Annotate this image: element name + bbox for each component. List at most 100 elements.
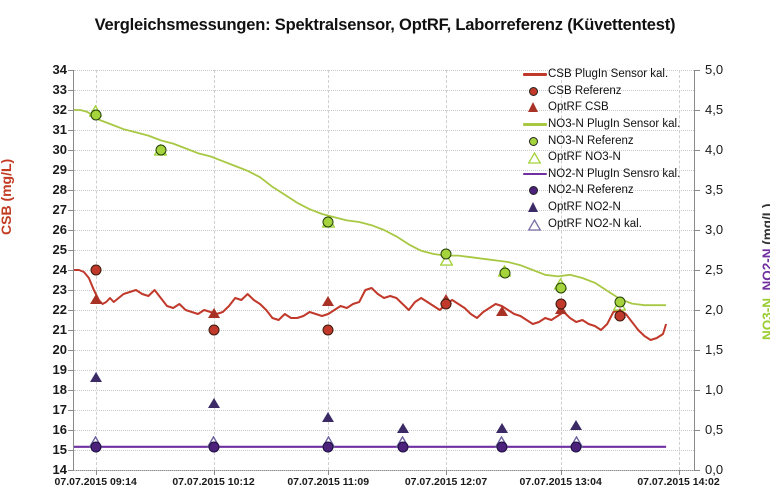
y-axis-right-title-unit: (mg/L) — [760, 203, 770, 245]
y-axis-left-tick-label: 21 — [52, 322, 67, 337]
tick-left — [68, 290, 74, 291]
y-axis-right-tick-label: 2,5 — [705, 262, 724, 277]
legend: CSB PlugIn Sensor kal. CSB Referenz OptRF … — [522, 66, 702, 232]
tick-bottom — [328, 470, 330, 475]
data-point-marker — [322, 441, 334, 453]
plot-area — [68, 70, 700, 475]
y-axis-left-tick-label: 19 — [52, 362, 67, 377]
data-point-marker — [207, 308, 220, 318]
gridline-horizontal — [74, 470, 694, 471]
gridline-horizontal — [74, 190, 694, 191]
y-axis-left-tick-label: 27 — [52, 202, 67, 217]
legend-optrf-csb[interactable]: OptRF CSB — [522, 99, 702, 116]
y-axis-right-title-no2: NO2-N — [760, 248, 770, 291]
tick-left — [68, 110, 74, 111]
legend-no2-ref[interactable]: NO2-N Referenz — [522, 182, 702, 199]
tick-left — [68, 390, 74, 391]
y-axis-left-tick-label: 30 — [52, 142, 67, 157]
y-axis-left-tick-label: 24 — [52, 262, 67, 277]
y-axis-left-tick-label: 20 — [52, 342, 67, 357]
y-axis-left-tick-label: 14 — [52, 462, 67, 477]
legend-label: CSB Referenz — [548, 84, 622, 97]
legend-circle-marker-icon — [522, 84, 548, 98]
y-axis-left-tick-label: 32 — [52, 102, 67, 117]
legend-circle-marker-icon — [522, 183, 548, 197]
tick-left — [68, 270, 74, 271]
legend-label: NO2-N PlugIn Sensro kal. — [548, 167, 681, 180]
tick-right — [694, 390, 700, 391]
legend-csb-line[interactable]: CSB PlugIn Sensor kal. — [522, 66, 702, 83]
data-point-marker — [614, 310, 626, 322]
gridline-horizontal — [74, 390, 694, 391]
y-axis-left-tick-label: 22 — [52, 302, 67, 317]
tick-left — [68, 230, 74, 231]
gridline-horizontal — [74, 150, 694, 151]
data-point-marker — [440, 298, 452, 310]
gridline-horizontal — [74, 350, 694, 351]
legend-line-swatch-icon — [522, 67, 548, 81]
legend-no2-line[interactable]: NO2-N PlugIn Sensro kal. — [522, 166, 702, 183]
data-point-marker — [440, 248, 452, 260]
data-point-marker — [322, 296, 335, 306]
x-axis-tick-label: 07.07.2015 12:07 — [404, 476, 488, 488]
tick-left — [68, 210, 74, 211]
series-line — [74, 109, 667, 307]
legend-triangle-open-marker-icon — [522, 150, 548, 164]
y-axis-left-tick-label: 18 — [52, 382, 67, 397]
legend-label: OptRF NO3-N — [548, 151, 621, 164]
tick-bottom — [678, 470, 680, 475]
tick-right — [694, 190, 700, 191]
data-point-marker — [90, 441, 102, 453]
tick-left — [68, 410, 74, 411]
data-point-marker — [499, 267, 511, 279]
gridline-horizontal — [74, 310, 694, 311]
tick-bottom — [213, 470, 215, 475]
y-axis-left-tick-label: 17 — [52, 402, 67, 417]
tick-right — [694, 430, 700, 431]
gridline-horizontal — [74, 90, 694, 91]
gridline-horizontal — [74, 430, 694, 431]
data-point-marker — [208, 324, 219, 336]
data-point-marker — [555, 298, 567, 310]
page-title: Vergleichsmessungen: Spektralsensor, Opt… — [94, 16, 676, 34]
tick-left — [68, 450, 74, 451]
tick-left — [68, 330, 74, 331]
legend-optrf-no3[interactable]: OptRF NO3-N — [522, 149, 702, 166]
y-axis-left-tick-label: 34 — [52, 62, 67, 77]
gridline-vertical — [446, 70, 447, 470]
y-axis-left-tick-label: 33 — [52, 82, 67, 97]
triangle-marker-icon — [528, 202, 538, 213]
data-point-marker — [322, 412, 335, 422]
y-axis-right-title: NO3-N, NO2-N (mg/L) — [760, 203, 770, 340]
y-axis-right-tick-label: 0,5 — [705, 422, 724, 437]
data-point-marker — [155, 144, 167, 156]
legend-optrf-no2-kal[interactable]: OptRF NO2-N kal. — [522, 215, 702, 232]
data-point-marker — [496, 441, 508, 453]
series-line — [74, 269, 668, 341]
gridline-horizontal — [74, 290, 694, 291]
gridline-horizontal — [74, 450, 694, 451]
legend-triangle-open-marker-icon — [522, 217, 548, 231]
x-axis-tick-label: 07.07.2015 09:14 — [54, 476, 137, 488]
tick-right — [694, 270, 700, 271]
legend-label: OptRF CSB — [548, 101, 609, 114]
tick-left — [68, 370, 74, 371]
tick-right — [694, 70, 700, 71]
tick-right — [694, 110, 700, 111]
data-point-marker — [570, 441, 582, 453]
gridline-horizontal — [74, 370, 694, 371]
data-point-marker — [90, 109, 102, 121]
tick-left — [68, 70, 74, 71]
legend-no3-ref[interactable]: NO3-N Referenz — [522, 132, 702, 149]
data-point-marker — [614, 296, 626, 308]
tick-left — [68, 90, 74, 91]
data-point-marker — [439, 254, 453, 266]
x-axis-tick-label: 07.07.2015 11:09 — [287, 476, 370, 488]
legend-no3-line[interactable]: NO3-N PlugIn Sensor kal. — [522, 116, 702, 133]
triangle-marker-icon — [528, 102, 538, 113]
legend-csb-ref[interactable]: CSB Referenz — [522, 83, 702, 100]
legend-optrf-no2[interactable]: OptRF NO2-N — [522, 199, 702, 216]
data-point-marker — [89, 372, 102, 382]
series-lines — [74, 109, 668, 448]
gridline-horizontal — [74, 110, 694, 111]
